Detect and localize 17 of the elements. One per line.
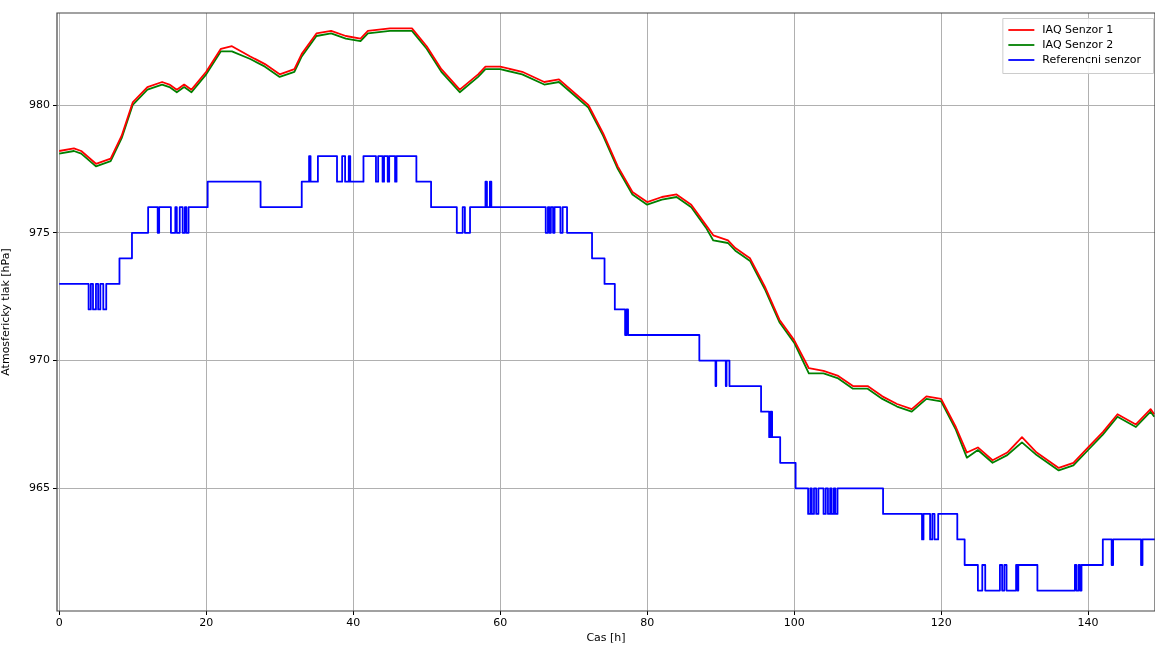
y-tick-label: 965 [29,481,50,495]
x-axis-title: Cas [h] [586,631,626,645]
legend-label: IAQ Senzor 2 [1042,37,1114,51]
y-tick-label: 970 [29,353,50,367]
x-tick-label: 0 [55,616,63,630]
x-tick-label: 140 [1077,616,1099,630]
y-tick-label: 980 [29,97,50,111]
y-tick-label: 975 [29,225,50,239]
x-tick-label: 120 [930,616,952,630]
x-tick-label: 100 [783,616,805,630]
legend-label: Referencni senzor [1042,52,1142,66]
x-tick-label: 40 [346,616,361,630]
x-tick-label: 20 [199,616,214,630]
x-tick-label: 60 [493,616,508,630]
x-tick-label: 80 [640,616,655,630]
y-axis-title: Atmosfericky tlak [hPa] [0,248,13,376]
legend-label: IAQ Senzor 1 [1042,22,1114,36]
